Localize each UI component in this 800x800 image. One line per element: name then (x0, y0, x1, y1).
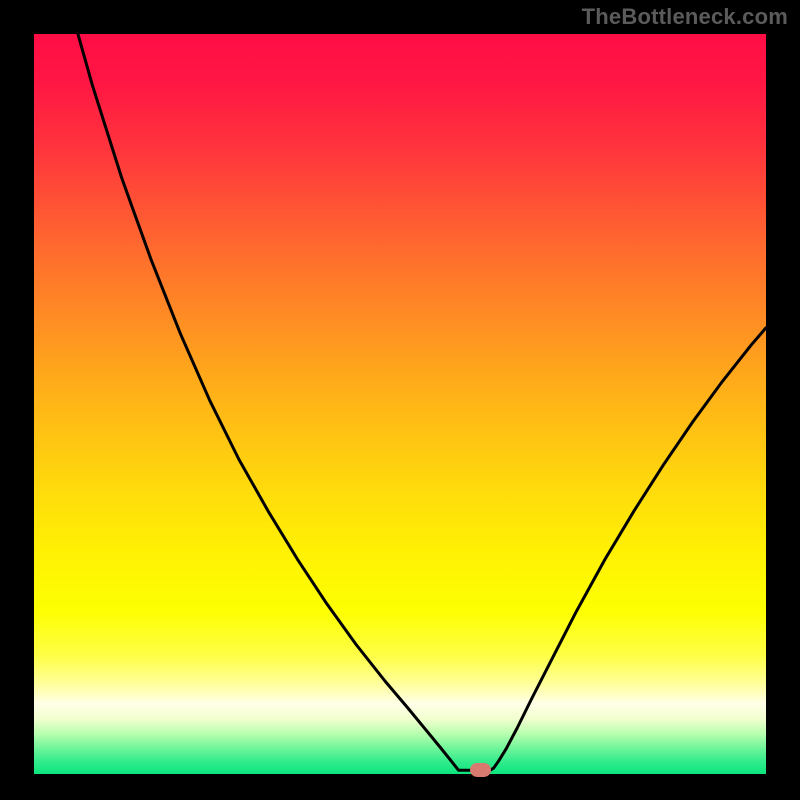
bottleneck-curve (78, 34, 766, 770)
chart-plot-area (34, 34, 766, 774)
optimal-point-marker (470, 763, 492, 777)
bottleneck-curve-svg (34, 34, 766, 774)
watermark-text: TheBottleneck.com (582, 4, 788, 30)
